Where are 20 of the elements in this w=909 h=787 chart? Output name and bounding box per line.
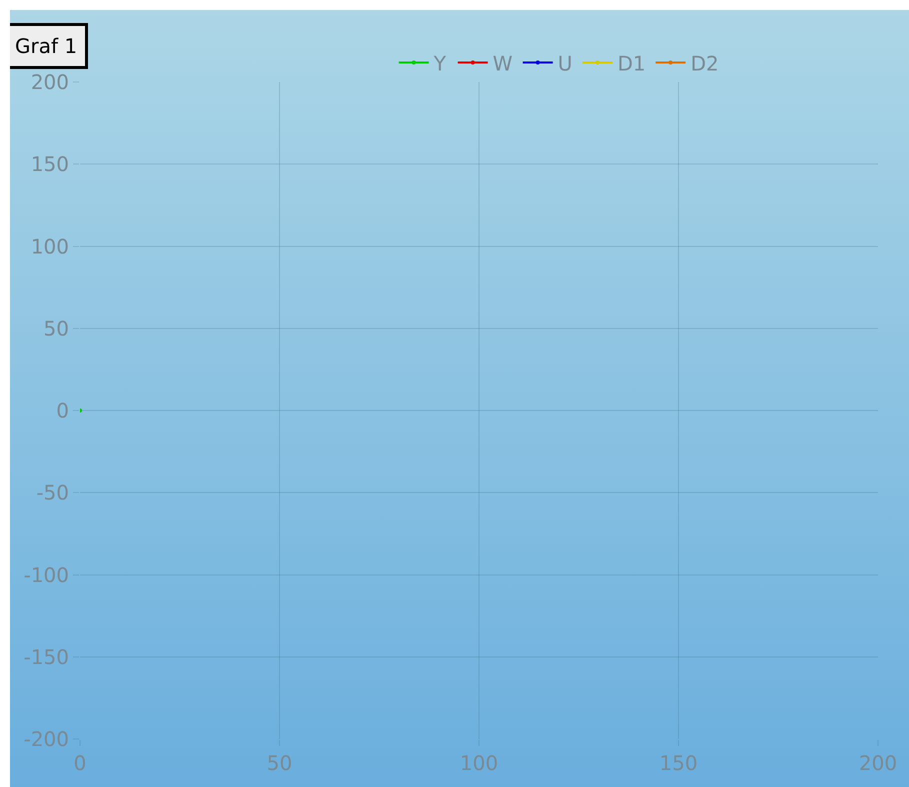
legend-label: U	[558, 51, 572, 76]
legend-label: D2	[690, 51, 719, 76]
x-tick-label: 200	[858, 751, 898, 775]
legend-label: Y	[432, 51, 447, 76]
y-tick-label: 0	[56, 398, 69, 422]
y-tick-label: -50	[36, 480, 69, 505]
legend-label: D1	[617, 51, 646, 76]
chart-title: Graf 1	[15, 34, 78, 58]
x-tick-label: 100	[460, 751, 498, 775]
y-tick-label: 100	[30, 234, 69, 258]
y-tick-label: -100	[24, 562, 69, 587]
y-tick-label: -200	[24, 727, 69, 751]
y-tick-label: 50	[44, 316, 69, 340]
y-tick-label: 200	[30, 70, 69, 94]
y-tick-label: -150	[24, 644, 69, 669]
x-tick-label: 50	[266, 751, 292, 775]
x-tick-label: 150	[659, 751, 698, 775]
y-tick-label: 150	[30, 152, 69, 176]
legend-label: W	[492, 51, 513, 76]
x-tick-label: 0	[74, 751, 86, 775]
